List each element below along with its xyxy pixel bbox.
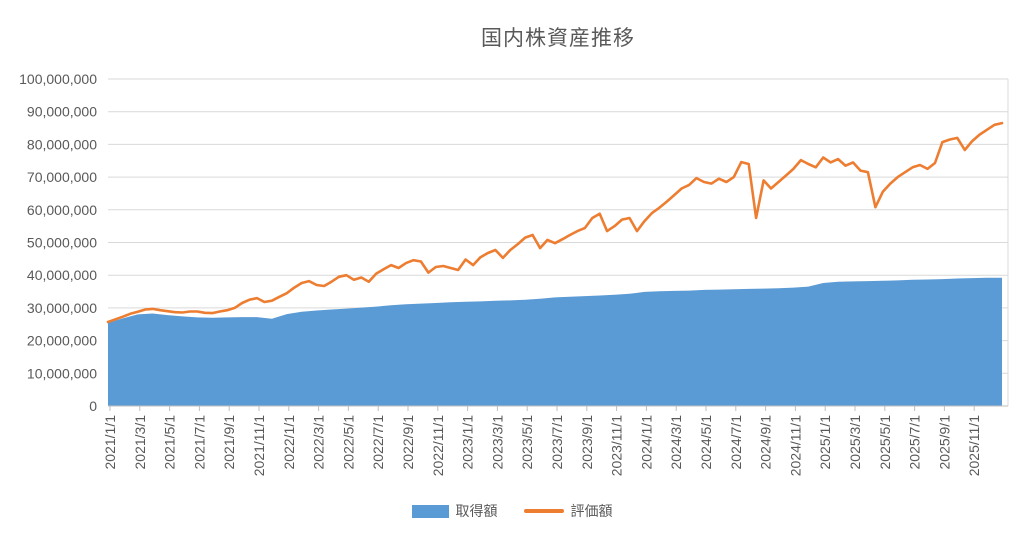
series-acquisition-area — [108, 277, 1002, 406]
y-axis-label: 70,000,000 — [27, 169, 97, 185]
y-axis-label: 0 — [89, 398, 97, 414]
x-axis-label: 2022/5/1 — [340, 415, 356, 470]
y-axis-label: 30,000,000 — [27, 300, 97, 316]
valuation-swatch-icon — [523, 509, 564, 513]
y-axis-label: 10,000,000 — [27, 365, 97, 381]
x-axis-label: 2021/7/1 — [191, 415, 207, 470]
x-axis-label: 2024/1/1 — [638, 415, 654, 470]
x-axis-label: 2021/3/1 — [132, 415, 148, 470]
x-axis-label: 2025/3/1 — [847, 415, 863, 470]
x-axis-label: 2024/5/1 — [698, 415, 714, 470]
y-axis-label: 60,000,000 — [27, 202, 97, 218]
x-axis-label: 2021/1/1 — [102, 415, 118, 470]
y-axis-label: 40,000,000 — [27, 267, 97, 283]
x-axis-label: 2024/9/1 — [758, 415, 774, 470]
x-axis-label: 2022/7/1 — [370, 415, 386, 470]
x-axis-label: 2022/1/1 — [281, 415, 297, 470]
x-axis-label: 2024/11/1 — [787, 415, 803, 476]
x-axis-label: 2023/7/1 — [549, 415, 565, 470]
x-axis-label: 2025/11/1 — [966, 415, 982, 476]
x-axis-label: 2025/1/1 — [817, 415, 833, 470]
y-axis-label: 50,000,000 — [27, 235, 97, 251]
x-axis-label: 2023/11/1 — [609, 415, 625, 476]
x-axis-label: 2023/9/1 — [579, 415, 595, 470]
x-axis-label: 2022/9/1 — [400, 415, 416, 470]
x-axis-label: 2023/1/1 — [460, 415, 476, 470]
x-axis-label: 2022/11/1 — [430, 415, 446, 476]
chart-title: 国内株資産推移 — [481, 27, 635, 50]
x-axis-label: 2024/3/1 — [668, 415, 684, 470]
x-axis-label: 2022/3/1 — [311, 415, 327, 470]
legend-valuation-label: 評価額 — [570, 503, 613, 519]
y-axis-label: 100,000,000 — [19, 71, 97, 87]
x-axis-label: 2024/7/1 — [728, 415, 744, 470]
x-axis-label: 2021/11/1 — [251, 415, 267, 476]
legend-item-valuation: 評価額 — [523, 501, 613, 521]
y-axis-label: 20,000,000 — [27, 333, 97, 349]
legend-acquisition-label: 取得額 — [455, 503, 498, 519]
series-valuation-line — [106, 121, 1004, 324]
chart-legend: 取得額 評価額 — [0, 501, 1024, 521]
x-axis-label: 2021/5/1 — [162, 415, 178, 470]
x-axis-label: 2025/9/1 — [936, 415, 952, 470]
x-axis-label: 2023/5/1 — [519, 415, 535, 470]
x-axis-label: 2025/5/1 — [877, 415, 893, 470]
legend-item-acquisition: 取得額 — [411, 501, 498, 521]
x-axis-label: 2023/3/1 — [489, 415, 505, 470]
x-axis-label: 2025/7/1 — [907, 415, 923, 470]
x-axis-label: 2021/9/1 — [221, 415, 237, 470]
acquisition-swatch-icon — [411, 504, 449, 518]
y-axis-label: 90,000,000 — [27, 104, 97, 120]
y-axis-label: 80,000,000 — [27, 136, 97, 152]
